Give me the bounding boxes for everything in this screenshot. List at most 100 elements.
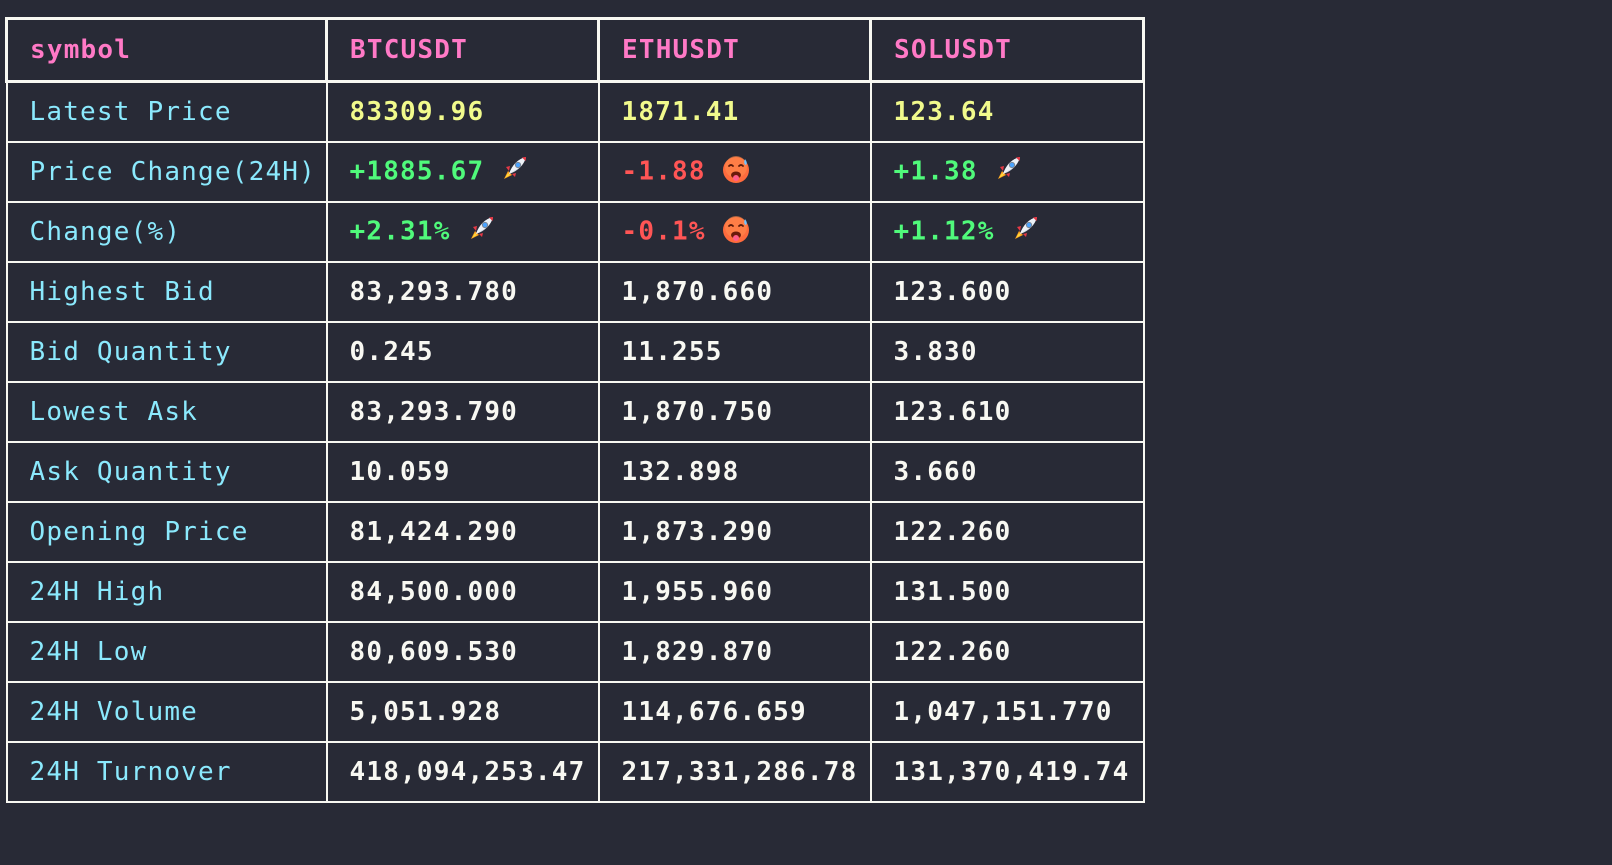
cell-value: 3.660: [893, 456, 978, 487]
row-label: Ask Quantity: [5, 440, 328, 503]
cell-solusdt: 131.500: [869, 560, 1145, 623]
cell-value: 83,293.790: [349, 396, 519, 427]
rocket-icon: [992, 153, 1024, 185]
header-solusdt: SOLUSDT: [869, 17, 1145, 83]
cell-value: 123.64: [893, 96, 995, 127]
cell-value: 123.610: [893, 396, 1012, 427]
cell-value: 81,424.290: [349, 516, 519, 547]
rocket-icon: [465, 213, 497, 245]
rocket-icon: [498, 153, 530, 185]
row-label: 24H High: [5, 560, 328, 623]
cell-btcusdt: 80,609.530: [325, 620, 600, 683]
row-label: 24H Low: [5, 620, 328, 683]
cell-value: 1,955.960: [621, 576, 774, 607]
cell-value: 217,331,286.78: [621, 756, 858, 787]
cell-value: -0.1%: [621, 216, 706, 246]
cell-value: 122.260: [893, 636, 1012, 667]
cell-solusdt: 122.260: [869, 500, 1145, 563]
cell-value: 131.500: [893, 576, 1012, 607]
cell-solusdt: 123.64: [869, 80, 1145, 143]
cell-solusdt: 3.660: [869, 440, 1145, 503]
cell-ethusdt: 1,829.870: [597, 620, 872, 683]
cell-value: 83,293.780: [349, 276, 519, 307]
hot-face-icon: [720, 153, 752, 185]
cell-ethusdt: 11.255: [597, 320, 872, 383]
cell-ethusdt: 1,955.960: [597, 560, 872, 623]
cell-value: 1,829.870: [621, 636, 774, 667]
cell-solusdt: 123.600: [869, 260, 1145, 323]
cell-btcusdt: 84,500.000: [325, 560, 600, 623]
cell-ethusdt: 217,331,286.78: [597, 740, 872, 803]
cell-value: 418,094,253.47: [349, 756, 586, 787]
table-row: Latest Price 83309.96 1871.41 123.64: [5, 80, 1145, 143]
cell-btcusdt: 83,293.780: [325, 260, 600, 323]
cell-value: 122.260: [893, 516, 1012, 547]
cell-btcusdt: +1885.67: [325, 140, 600, 203]
cell-solusdt: 122.260: [869, 620, 1145, 683]
cell-ethusdt: 1,870.750: [597, 380, 872, 443]
cell-value: 84,500.000: [349, 576, 519, 607]
cell-ethusdt: 1,873.290: [597, 500, 872, 563]
table-row: Change(%) +2.31% -0.1% +1.12%: [5, 200, 1145, 263]
table-row: 24H Turnover 418,094,253.47 217,331,286.78…: [5, 740, 1145, 803]
cell-value: +1885.67: [349, 156, 485, 186]
header-btcusdt: BTCUSDT: [325, 17, 600, 83]
cell-btcusdt: 81,424.290: [325, 500, 600, 563]
cell-ethusdt: 1,870.660: [597, 260, 872, 323]
cell-value: 83309.96: [349, 96, 485, 127]
cell-btcusdt: 83,293.790: [325, 380, 600, 443]
table-row: Highest Bid 83,293.780 1,870.660 123.600: [5, 260, 1145, 323]
cell-value: 1,870.660: [621, 276, 774, 307]
cell-ethusdt: -1.88: [597, 140, 872, 203]
table-body: Latest Price 83309.96 1871.41 123.64 Price C…: [5, 80, 1145, 803]
cell-value: 1,870.750: [621, 396, 774, 427]
cell-ethusdt: -0.1%: [597, 200, 872, 263]
cell-value: +2.31%: [349, 216, 451, 246]
cell-value: 123.600: [893, 276, 1012, 307]
cell-value: 0.245: [349, 336, 434, 367]
hot-face-icon: [720, 213, 752, 245]
table-row: Price Change(24H) +1885.67 -1.88 +1.38: [5, 140, 1145, 203]
ticker-table-container: symbol BTCUSDT ETHUSDT SOLUSDT Latest Pr…: [5, 17, 1145, 803]
cell-value: 5,051.928: [349, 696, 502, 727]
cell-value: +1.38: [893, 156, 978, 186]
table-row: 24H Volume 5,051.928 114,676.659 1,047,151.…: [5, 680, 1145, 743]
table-header-row: symbol BTCUSDT ETHUSDT SOLUSDT: [5, 17, 1145, 83]
cell-ethusdt: 1871.41: [597, 80, 872, 143]
cell-solusdt: +1.38: [869, 140, 1145, 203]
cell-solusdt: +1.12%: [869, 200, 1145, 263]
row-label: 24H Turnover: [5, 740, 328, 803]
cell-value: 1,873.290: [621, 516, 774, 547]
row-label: Lowest Ask: [5, 380, 328, 443]
ticker-table: symbol BTCUSDT ETHUSDT SOLUSDT Latest Pr…: [5, 17, 1145, 803]
row-label: Bid Quantity: [5, 320, 328, 383]
cell-value: 11.255: [621, 336, 723, 367]
cell-value: 1871.41: [621, 96, 740, 127]
cell-value: 3.830: [893, 336, 978, 367]
cell-btcusdt: +2.31%: [325, 200, 600, 263]
cell-btcusdt: 10.059: [325, 440, 600, 503]
table-row: 24H High 84,500.000 1,955.960 131.500: [5, 560, 1145, 623]
cell-value: 1,047,151.770: [893, 696, 1113, 727]
cell-value: +1.12%: [893, 216, 995, 246]
table-row: Bid Quantity 0.245 11.255 3.830: [5, 320, 1145, 383]
cell-value: 132.898: [621, 456, 740, 487]
header-symbol: symbol: [5, 17, 328, 83]
cell-btcusdt: 5,051.928: [325, 680, 600, 743]
cell-value: 10.059: [349, 456, 451, 487]
cell-btcusdt: 0.245: [325, 320, 600, 383]
row-label: Price Change(24H): [5, 140, 328, 203]
cell-btcusdt: 83309.96: [325, 80, 600, 143]
cell-value: -1.88: [621, 156, 706, 186]
rocket-icon: [1009, 213, 1041, 245]
row-label: Latest Price: [5, 80, 328, 143]
cell-value: 80,609.530: [349, 636, 519, 667]
cell-value: 114,676.659: [621, 696, 807, 727]
cell-solusdt: 123.610: [869, 380, 1145, 443]
table-row: Opening Price 81,424.290 1,873.290 122.260: [5, 500, 1145, 563]
row-label: 24H Volume: [5, 680, 328, 743]
cell-solusdt: 131,370,419.74: [869, 740, 1145, 803]
cell-ethusdt: 114,676.659: [597, 680, 872, 743]
table-row: 24H Low 80,609.530 1,829.870 122.260: [5, 620, 1145, 683]
row-label: Change(%): [5, 200, 328, 263]
